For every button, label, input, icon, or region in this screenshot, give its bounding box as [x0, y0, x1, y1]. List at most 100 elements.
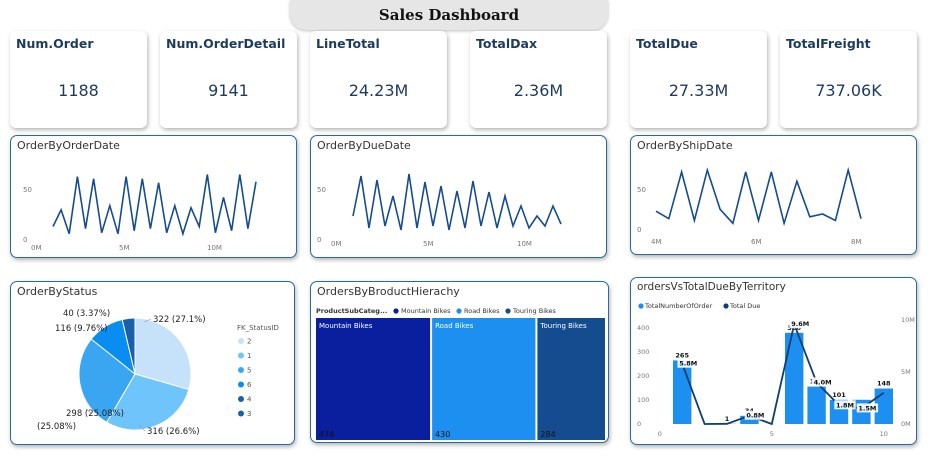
tile-value: 474: [319, 430, 334, 439]
line-series: [352, 173, 562, 231]
x-tick: 0M: [331, 240, 342, 248]
kpi-card-line-total[interactable]: LineTotal 24.23M: [310, 31, 447, 128]
x-tick: 10: [880, 430, 888, 438]
line-label-bg: [811, 377, 834, 387]
legend-marker: [238, 352, 244, 359]
y-right-tick: 10M: [901, 316, 915, 324]
kpi-label: Num.Order: [16, 36, 94, 51]
y-tick: 50: [317, 186, 326, 194]
kpi-value: 1188: [58, 81, 99, 100]
tile-value: 284: [540, 430, 555, 439]
legend-marker: [238, 381, 244, 388]
bar[interactable]: [673, 360, 692, 424]
y-right-tick: 0M: [901, 420, 911, 428]
legend-label: 5: [247, 367, 251, 375]
chart-title: OrderByOrderDate: [17, 139, 120, 152]
x-tick: 5M: [119, 244, 130, 252]
legend-label: 1: [247, 352, 251, 360]
tile-name: Mountain Bikes: [319, 322, 373, 330]
kpi-card-num-order[interactable]: Num.Order 1188: [10, 31, 147, 128]
legend-label: Road Bikes: [464, 307, 500, 315]
slice-label: 116 (9.76%): [55, 324, 108, 334]
dashboard-title-pill: Sales Dashboard: [290, 0, 608, 30]
kpi-label: TotalDax: [476, 36, 538, 51]
legend-marker: [238, 338, 244, 344]
line-label-bg: [856, 403, 879, 413]
y-left-tick: 0: [637, 420, 641, 428]
treemap-tile[interactable]: [432, 318, 536, 440]
chart-order-by-order-date[interactable]: OrderByOrderDate 50 0 0M 5M 10M: [10, 135, 297, 258]
treemap-tile[interactable]: [316, 318, 431, 440]
legend-label: Touring Bikes: [512, 307, 557, 315]
kpi-label: TotalFreight: [786, 36, 871, 51]
kpi-value: 737.06K: [815, 81, 882, 100]
kpi-card-total-freight[interactable]: TotalFreight 737.06K: [780, 31, 917, 128]
kpi-card-total-due[interactable]: TotalDue 27.33M: [630, 31, 767, 128]
line-label: 4.0M: [814, 378, 832, 386]
x-tick: 8M: [851, 238, 862, 246]
x-tick: 10M: [207, 244, 222, 252]
chart-title: ordersVsTotalDueByTerritory: [637, 281, 786, 293]
legend-label: 2: [247, 338, 251, 346]
x-tick: 10M: [517, 240, 532, 248]
bar-label: 148: [877, 380, 891, 388]
y-left-tick: 400: [637, 324, 649, 332]
chart-orders-vs-total-due-by-territory[interactable]: ordersVsTotalDueByTerritory TotalNumberO…: [630, 277, 917, 445]
treemap-tile[interactable]: [537, 318, 605, 440]
x-tick: 6M: [751, 238, 762, 246]
kpi-card-total-dax[interactable]: TotalDax 2.36M: [470, 31, 607, 128]
kpi-label: TotalDue: [636, 36, 698, 51]
bar[interactable]: [874, 388, 893, 425]
bar-label: 265: [675, 351, 689, 359]
pie-slice-4[interactable]: [121, 317, 136, 375]
chart-title: OrderByStatus: [17, 285, 98, 298]
chart-order-by-status[interactable]: OrderByStatus 322 (27.1%) 316 (26.6%) 29…: [10, 281, 295, 445]
chart-title: OrdersByBroductHierachy: [317, 285, 460, 298]
x-tick: 0M: [31, 244, 42, 252]
pie-slice-2[interactable]: [134, 317, 192, 391]
legend-marker: [238, 367, 244, 373]
pie-slice-5[interactable]: [78, 338, 136, 424]
line-label: 9.6M: [791, 320, 809, 328]
slice-label: 316 (26.6%): [147, 427, 200, 437]
line-label-bg: [677, 358, 699, 368]
bar[interactable]: [785, 332, 804, 424]
page-title: Sales Dashboard: [378, 6, 520, 24]
line: 5.8M 0.8M 9.6M 4.0M 1.8M 1.5M: [677, 319, 885, 426]
tile-name: Touring Bikes: [539, 322, 587, 330]
kpi-card-num-order-detail[interactable]: Num.OrderDetail 9141: [160, 31, 297, 128]
chart-order-by-ship-date[interactable]: OrderByShipDate 50 0 4M 6M 8M: [630, 135, 917, 255]
slice-label: 298 (25.08%): [66, 409, 124, 419]
line-label: 1.5M: [858, 404, 876, 412]
axes: 400 300 200 100 0 10M 5M 0M 0 5 10: [637, 316, 915, 438]
chart-orders-by-product-hierarchy[interactable]: OrdersByBroductHierachy ProductSubCateg.…: [310, 281, 609, 443]
kpi-value: 24.23M: [348, 81, 409, 100]
bar-label: 101: [832, 391, 846, 399]
line-label: 5.8M: [679, 360, 697, 368]
legend-label: 3: [247, 410, 251, 418]
treemap-tiles: Mountain Bikes 474 Road Bikes 430 Touring Bi…: [316, 318, 605, 440]
slice-label: 322 (27.1%): [153, 315, 206, 325]
y-tick: 50: [23, 186, 32, 194]
legend-label: Mountain Bikes: [401, 307, 451, 315]
bar[interactable]: [740, 415, 759, 424]
tile-name: Road Bikes: [435, 322, 474, 330]
y-tick: 50: [637, 186, 646, 194]
legend: 2 1 5 6 4 3: [238, 338, 252, 418]
y-tick: 0: [637, 226, 641, 234]
kpi-value: 2.36M: [513, 81, 564, 100]
line-label-bg: [789, 319, 811, 329]
bar-label: 1: [725, 415, 730, 423]
kpi-value: 9141: [208, 81, 249, 100]
slice-label: 40 (3.37%): [63, 309, 110, 319]
x-tick: 4M: [651, 238, 662, 246]
chart-title: OrderByShipDate: [637, 139, 733, 152]
bar[interactable]: [807, 386, 826, 424]
line-series: [655, 166, 862, 227]
legend-label: Total Due: [729, 302, 760, 310]
chart-order-by-due-date[interactable]: OrderByDueDate 50 0 0M 5M 10M: [310, 135, 607, 258]
y-left-tick: 200: [637, 372, 649, 380]
legend-label: 4: [247, 396, 252, 404]
chart-title: OrderByDueDate: [317, 139, 411, 152]
kpi-label: Num.OrderDetail: [166, 36, 286, 51]
